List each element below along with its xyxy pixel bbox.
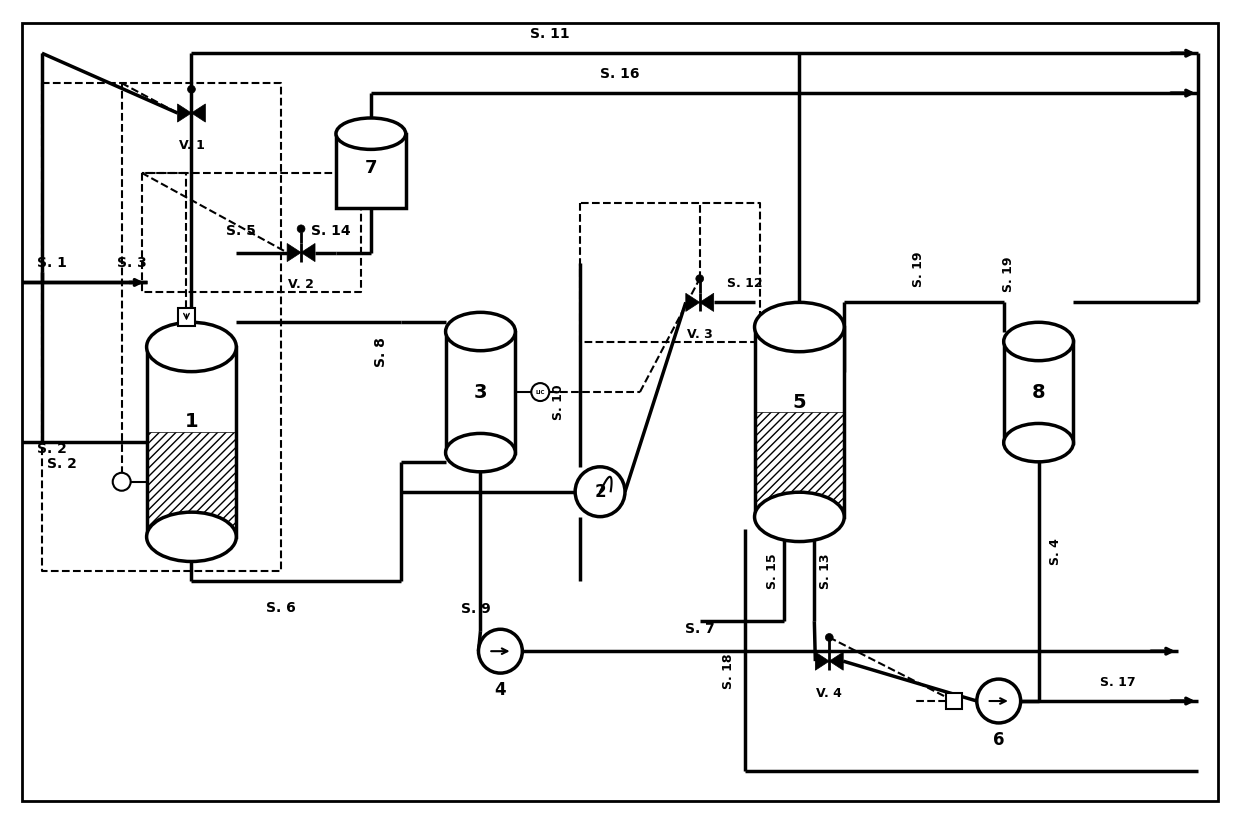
Text: S. 9: S. 9	[461, 603, 491, 616]
Bar	[755, 327, 844, 517]
Circle shape	[696, 275, 703, 283]
Text: S. 8: S. 8	[373, 337, 388, 367]
Bar	[1003, 341, 1074, 442]
Text: V. 4: V. 4	[816, 687, 842, 700]
Ellipse shape	[445, 312, 516, 351]
Text: S. 2: S. 2	[37, 442, 67, 456]
Bar	[146, 347, 237, 537]
Bar	[1003, 341, 1074, 442]
Ellipse shape	[146, 512, 237, 561]
Text: S. 1: S. 1	[37, 256, 67, 270]
Circle shape	[575, 467, 625, 517]
Text: S. 5: S. 5	[227, 224, 257, 238]
Polygon shape	[177, 104, 191, 122]
Polygon shape	[191, 104, 206, 122]
Ellipse shape	[1003, 423, 1074, 462]
Text: S. 6: S. 6	[267, 602, 296, 616]
Circle shape	[113, 473, 130, 491]
Bar	[445, 331, 516, 453]
Text: S. 10: S. 10	[552, 384, 565, 420]
Text: V. 3: V. 3	[687, 328, 713, 341]
Bar	[755, 413, 844, 517]
Circle shape	[977, 679, 1021, 723]
Polygon shape	[699, 293, 714, 312]
Polygon shape	[816, 652, 830, 670]
Bar	[755, 327, 844, 517]
Ellipse shape	[336, 118, 405, 150]
Text: 8: 8	[1032, 382, 1045, 402]
Polygon shape	[288, 243, 301, 261]
Polygon shape	[686, 293, 699, 312]
Text: S. 2: S. 2	[47, 457, 77, 471]
Text: 3: 3	[474, 382, 487, 402]
Text: S. 16: S. 16	[600, 67, 640, 81]
Polygon shape	[301, 243, 315, 261]
Ellipse shape	[755, 492, 844, 542]
Text: 7: 7	[365, 159, 377, 177]
Bar	[146, 432, 237, 537]
Ellipse shape	[445, 433, 516, 472]
Text: S. 7: S. 7	[684, 622, 714, 636]
Ellipse shape	[146, 322, 237, 372]
Circle shape	[298, 225, 305, 233]
Text: S. 13: S. 13	[820, 554, 832, 589]
Text: S. 3: S. 3	[117, 256, 146, 270]
Ellipse shape	[1003, 322, 1074, 361]
Polygon shape	[830, 652, 843, 670]
Text: S. 19: S. 19	[1002, 257, 1016, 293]
Text: S. 11: S. 11	[531, 27, 570, 41]
Bar	[336, 134, 405, 208]
Ellipse shape	[755, 302, 844, 352]
Text: S. 19: S. 19	[913, 252, 925, 288]
Bar	[445, 331, 516, 453]
Bar	[946, 693, 962, 709]
Circle shape	[826, 634, 833, 641]
Ellipse shape	[755, 492, 844, 542]
Text: 1: 1	[185, 413, 198, 432]
Circle shape	[187, 85, 196, 93]
Text: V. 1: V. 1	[179, 139, 205, 152]
Text: LIC: LIC	[536, 390, 546, 395]
Bar	[177, 308, 196, 326]
Text: S. 18: S. 18	[722, 653, 734, 689]
Circle shape	[531, 383, 549, 401]
Bar	[146, 347, 237, 537]
Text: 4: 4	[495, 681, 506, 699]
Text: 5: 5	[792, 393, 806, 412]
Text: S. 4: S. 4	[1049, 538, 1061, 565]
Ellipse shape	[146, 512, 237, 561]
Circle shape	[479, 630, 522, 673]
Text: S. 17: S. 17	[1100, 676, 1136, 689]
Text: S. 15: S. 15	[766, 554, 780, 589]
Text: V. 2: V. 2	[288, 279, 314, 292]
Text: 6: 6	[993, 731, 1004, 749]
Text: 2: 2	[594, 483, 606, 501]
Text: S. 12: S. 12	[727, 277, 763, 290]
Text: S. 14: S. 14	[311, 224, 351, 238]
